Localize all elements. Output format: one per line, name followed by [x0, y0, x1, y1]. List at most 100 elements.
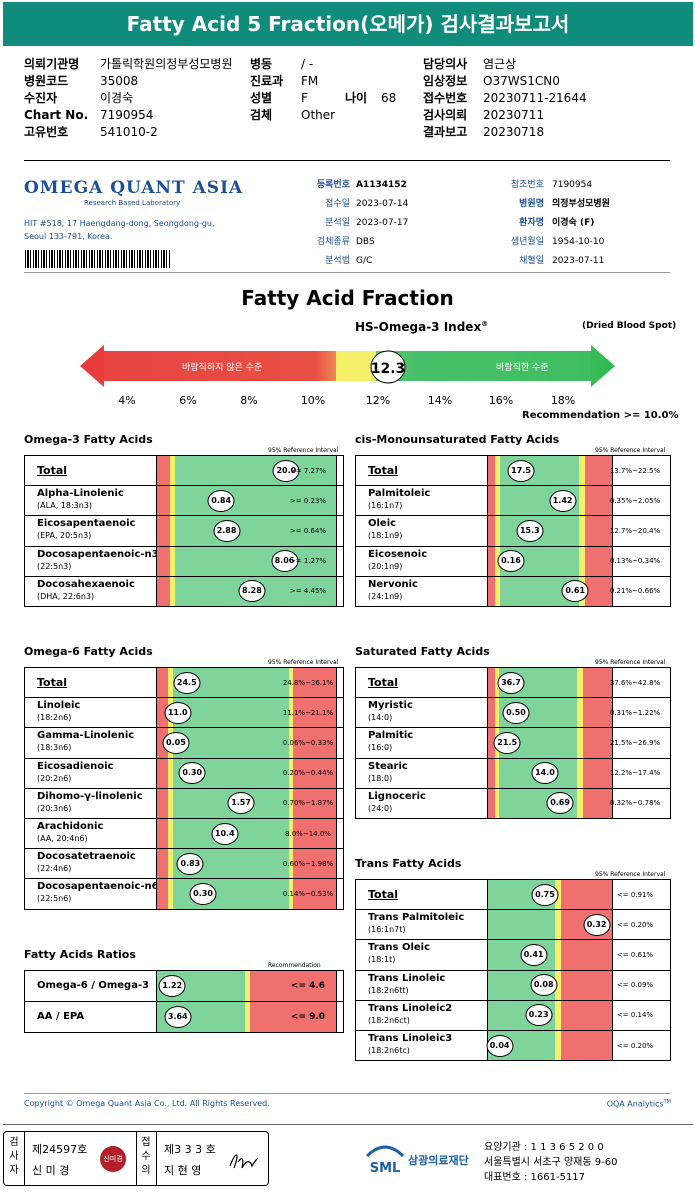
divider-footer — [24, 1093, 670, 1094]
patient-value: 541010-2 — [100, 125, 158, 139]
reference-value: 37.6%~42.8% — [609, 678, 661, 687]
row-sub: (EPA, 20:5n3) — [37, 531, 92, 541]
result-value-marker: 8.28 — [238, 580, 266, 603]
bar-yellow — [169, 546, 175, 576]
row-name: Docosapentaenoic-n6 — [37, 881, 159, 893]
table-row: Alpha-Linolenic (ALA, 18:3n3) 0.84 >= 0.23% — [25, 486, 343, 517]
reference-interval-label: 95% Reference Interval — [595, 447, 666, 454]
result-bar — [487, 456, 613, 486]
table-row: Docosapentaenoic-n3 (22:5n3) 8.06 >= 1.27% — [25, 546, 343, 577]
table-row: Trans Linoleic2 (18:2n6ct) 0.23 <= 0.14% — [356, 1000, 670, 1031]
inspector-name: 신 미 경 — [32, 1164, 70, 1177]
row-sub: (18:1n9) — [368, 531, 403, 541]
gauge-svg: 바람직하지 않은 수준 바람직한 수준 12.3 — [80, 345, 615, 387]
section-table-saturated: Total 36.7 37.6%~42.8% Myristic (14:0) 0.50 0.… — [355, 667, 671, 819]
table-row: Myristic (14:0) 0.50 0.31%~1.22% — [356, 698, 670, 729]
reference-value: >= 0.64% — [289, 526, 327, 535]
reference-value: <= 0.61% — [616, 950, 654, 959]
gauge-bad-label: 바람직하지 않은 수준 — [182, 361, 262, 373]
patient-value: / - — [301, 57, 314, 71]
result-value-marker: 1.42 — [549, 489, 577, 512]
reference-value: <= 0.91% — [616, 890, 654, 899]
row-sub: (18:3n6) — [37, 743, 72, 753]
row-name: Trans Linoleic — [368, 972, 446, 984]
meta-label: 참조번호 — [510, 180, 544, 190]
bar-red-low — [157, 849, 168, 879]
bar-red-high — [293, 698, 336, 728]
analytics: OQA AnalyticsTM — [607, 1099, 671, 1109]
patient-value: 염근상 — [483, 57, 517, 71]
sml-logo-svg: SML — [365, 1145, 405, 1176]
reference-interval-label: 95% Reference Interval — [595, 871, 666, 878]
section-title-cismono: cis-Monounsaturated Fatty Acids — [355, 433, 560, 446]
bar-red-low — [488, 516, 496, 546]
result-bar — [487, 516, 613, 546]
row-name: Stearic — [368, 760, 408, 772]
row-name-total: Total — [368, 464, 399, 477]
result-bar — [156, 486, 337, 516]
bar-yellow-high — [289, 758, 294, 788]
bar-yellow — [554, 910, 562, 940]
bar-red-high — [583, 728, 612, 758]
section-title-trans: Trans Fatty Acids — [355, 857, 462, 870]
bar-red-high — [293, 668, 336, 698]
row-sub: (14:0) — [368, 713, 393, 723]
bar-red-low — [157, 819, 168, 849]
meta-label: 채혈일 — [519, 256, 544, 266]
bar-red-high — [293, 849, 336, 879]
sml-logo: SML — [363, 1138, 407, 1182]
row-sub: (20:3n6) — [37, 803, 72, 813]
row-name: Palmitoleic — [368, 488, 431, 500]
table-row: Arachidonic (AA, 20:4n6) 10.4 8.0%~14.0% — [25, 819, 343, 850]
index-title: HS-Omega-3 Index® — [355, 320, 488, 334]
bar-green — [488, 910, 555, 940]
meta-label: 분석법 — [325, 256, 350, 266]
meta-label: 생년월일 — [510, 237, 544, 247]
bar-red-high — [584, 516, 612, 546]
bar-red — [561, 970, 612, 1000]
bar-yellow — [244, 1002, 251, 1032]
bar-yellow-high — [289, 788, 294, 818]
bar-red-high — [584, 486, 612, 516]
table-row: Lignoceric (24:0) 0.69 0.32%~0.78% — [356, 788, 670, 819]
table-row: Docosapentaenoic-n6 (22:5n6) 0.30 0.14%~0.5… — [25, 879, 343, 910]
result-value-marker: 3.64 — [164, 1006, 192, 1028]
patient-label: 진료과 — [250, 74, 284, 88]
meta-value: 이경숙 (F) — [552, 218, 595, 228]
bar-red-low — [488, 698, 496, 728]
bar-red-high — [583, 698, 612, 728]
table-row: Total 20.0 >= 7.27% — [25, 456, 343, 487]
patient-label: 결과보고 — [423, 125, 468, 139]
row-name: Trans Linoleic3 — [368, 1033, 453, 1044]
table-row: Total 0.75 <= 0.91% — [356, 880, 670, 911]
row-name: Gamma-Linolenic — [37, 730, 135, 742]
sig-divider-1 — [24, 1132, 25, 1185]
result-bar — [156, 516, 337, 546]
divider-meta — [24, 272, 670, 273]
meta-value: G/C — [356, 256, 373, 266]
bar-yellow-high — [578, 456, 585, 486]
bar-yellow — [169, 576, 175, 606]
sml-logo-text: SML — [370, 1161, 401, 1176]
patient-label: 병원코드 — [24, 74, 69, 88]
row-name: Trans Oleic — [368, 942, 431, 954]
reference-interval-label: 95% Reference Interval — [595, 659, 666, 666]
result-value-marker: 15.3 — [516, 519, 544, 542]
row-name: Lignoceric — [368, 790, 426, 802]
reference-value: 8.0%~14.0% — [285, 829, 331, 838]
patient-label: 성별 — [250, 91, 273, 105]
bar-yellow — [554, 1031, 562, 1061]
bar-red-low — [488, 728, 496, 758]
table-row: Trans Linoleic (18:2n6tt) 0.08 <= 0.09% — [356, 970, 670, 1001]
row-name-total: Total — [37, 464, 68, 477]
reference-value: 0.13%~0.34% — [609, 557, 661, 566]
row-sub: (18:2n6tc) — [368, 1046, 410, 1055]
bar-red-low — [157, 879, 168, 909]
gauge-value-circle — [370, 350, 406, 384]
reference-value: >= 7.27% — [289, 466, 327, 475]
row-sub: (18:2n6) — [37, 713, 72, 723]
row-name: Docosatetraenoic — [37, 851, 136, 863]
bar-yellow-high — [577, 668, 584, 698]
reference-value: 0.32%~0.78% — [609, 799, 661, 808]
result-bar — [156, 788, 337, 818]
